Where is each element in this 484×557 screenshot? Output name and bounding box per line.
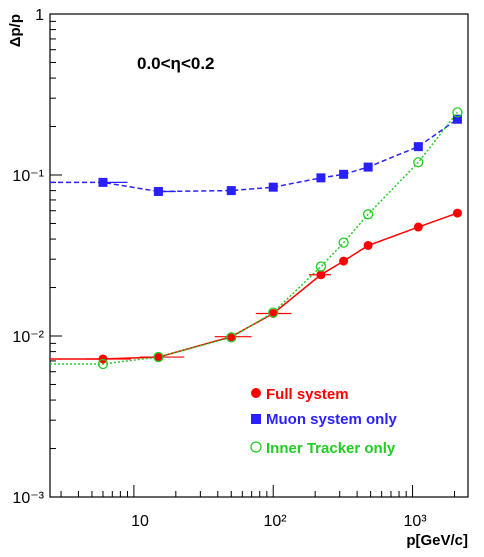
x-tick-label-10: 10: [131, 513, 149, 530]
data-point: [268, 182, 278, 192]
legend-label-muon-system: Muon system only: [266, 411, 398, 428]
y-tick-label-1e-1: 10⁻¹: [12, 168, 44, 185]
data-point: [452, 114, 462, 124]
data-point: [98, 177, 108, 187]
data-point: [268, 308, 278, 318]
legend-marker-full-system: [251, 388, 261, 398]
series-line: [50, 111, 458, 365]
data-point: [153, 351, 164, 363]
x-tick-label-100: 10²: [263, 513, 287, 530]
data-point: [339, 169, 349, 179]
axis-ticks: [50, 13, 455, 498]
data-point: [315, 261, 327, 272]
y-tick-label-1: 1: [35, 7, 44, 24]
data-point: [362, 209, 374, 220]
series-line: [50, 212, 458, 360]
eta-range-annotation: 0.0<η<0.2: [137, 54, 215, 73]
series-markers: [85, 107, 463, 370]
legend-marker-inner-tracker: [250, 441, 262, 453]
data-point: [413, 222, 423, 232]
y-tick-label-1e-2: 10⁻²: [12, 329, 44, 346]
data-point: [413, 157, 424, 168]
x-tick-label-1000: 10³: [403, 513, 427, 530]
legend-marker-muon-system: [251, 414, 261, 424]
y-axis-title: Δp/p: [7, 14, 24, 47]
data-point: [363, 162, 373, 172]
data-point: [97, 358, 109, 370]
data-point: [316, 270, 326, 280]
series-line: [50, 118, 458, 193]
data-point: [316, 173, 326, 183]
data-point: [153, 186, 163, 196]
data-point: [363, 240, 373, 250]
data-point: [338, 237, 349, 248]
data-point: [452, 208, 462, 218]
series-curves: [50, 111, 458, 365]
data-point: [268, 307, 279, 318]
y-tick-label-1e-3: 10⁻³: [12, 490, 44, 507]
data-point: [226, 186, 236, 196]
plot-frame: [49, 13, 469, 498]
legend-label-full-system: Full system: [266, 386, 349, 403]
data-point: [226, 332, 236, 342]
data-point: [452, 107, 463, 118]
legend: Full system Muon system only Inner Track…: [250, 386, 398, 457]
data-point: [413, 142, 423, 152]
data-point: [226, 332, 237, 343]
data-point: [339, 256, 349, 266]
legend-label-inner-tracker: Inner Tracker only: [266, 440, 396, 457]
x-axis-title: p[GeV/c]: [406, 532, 468, 549]
data-point: [153, 352, 163, 362]
